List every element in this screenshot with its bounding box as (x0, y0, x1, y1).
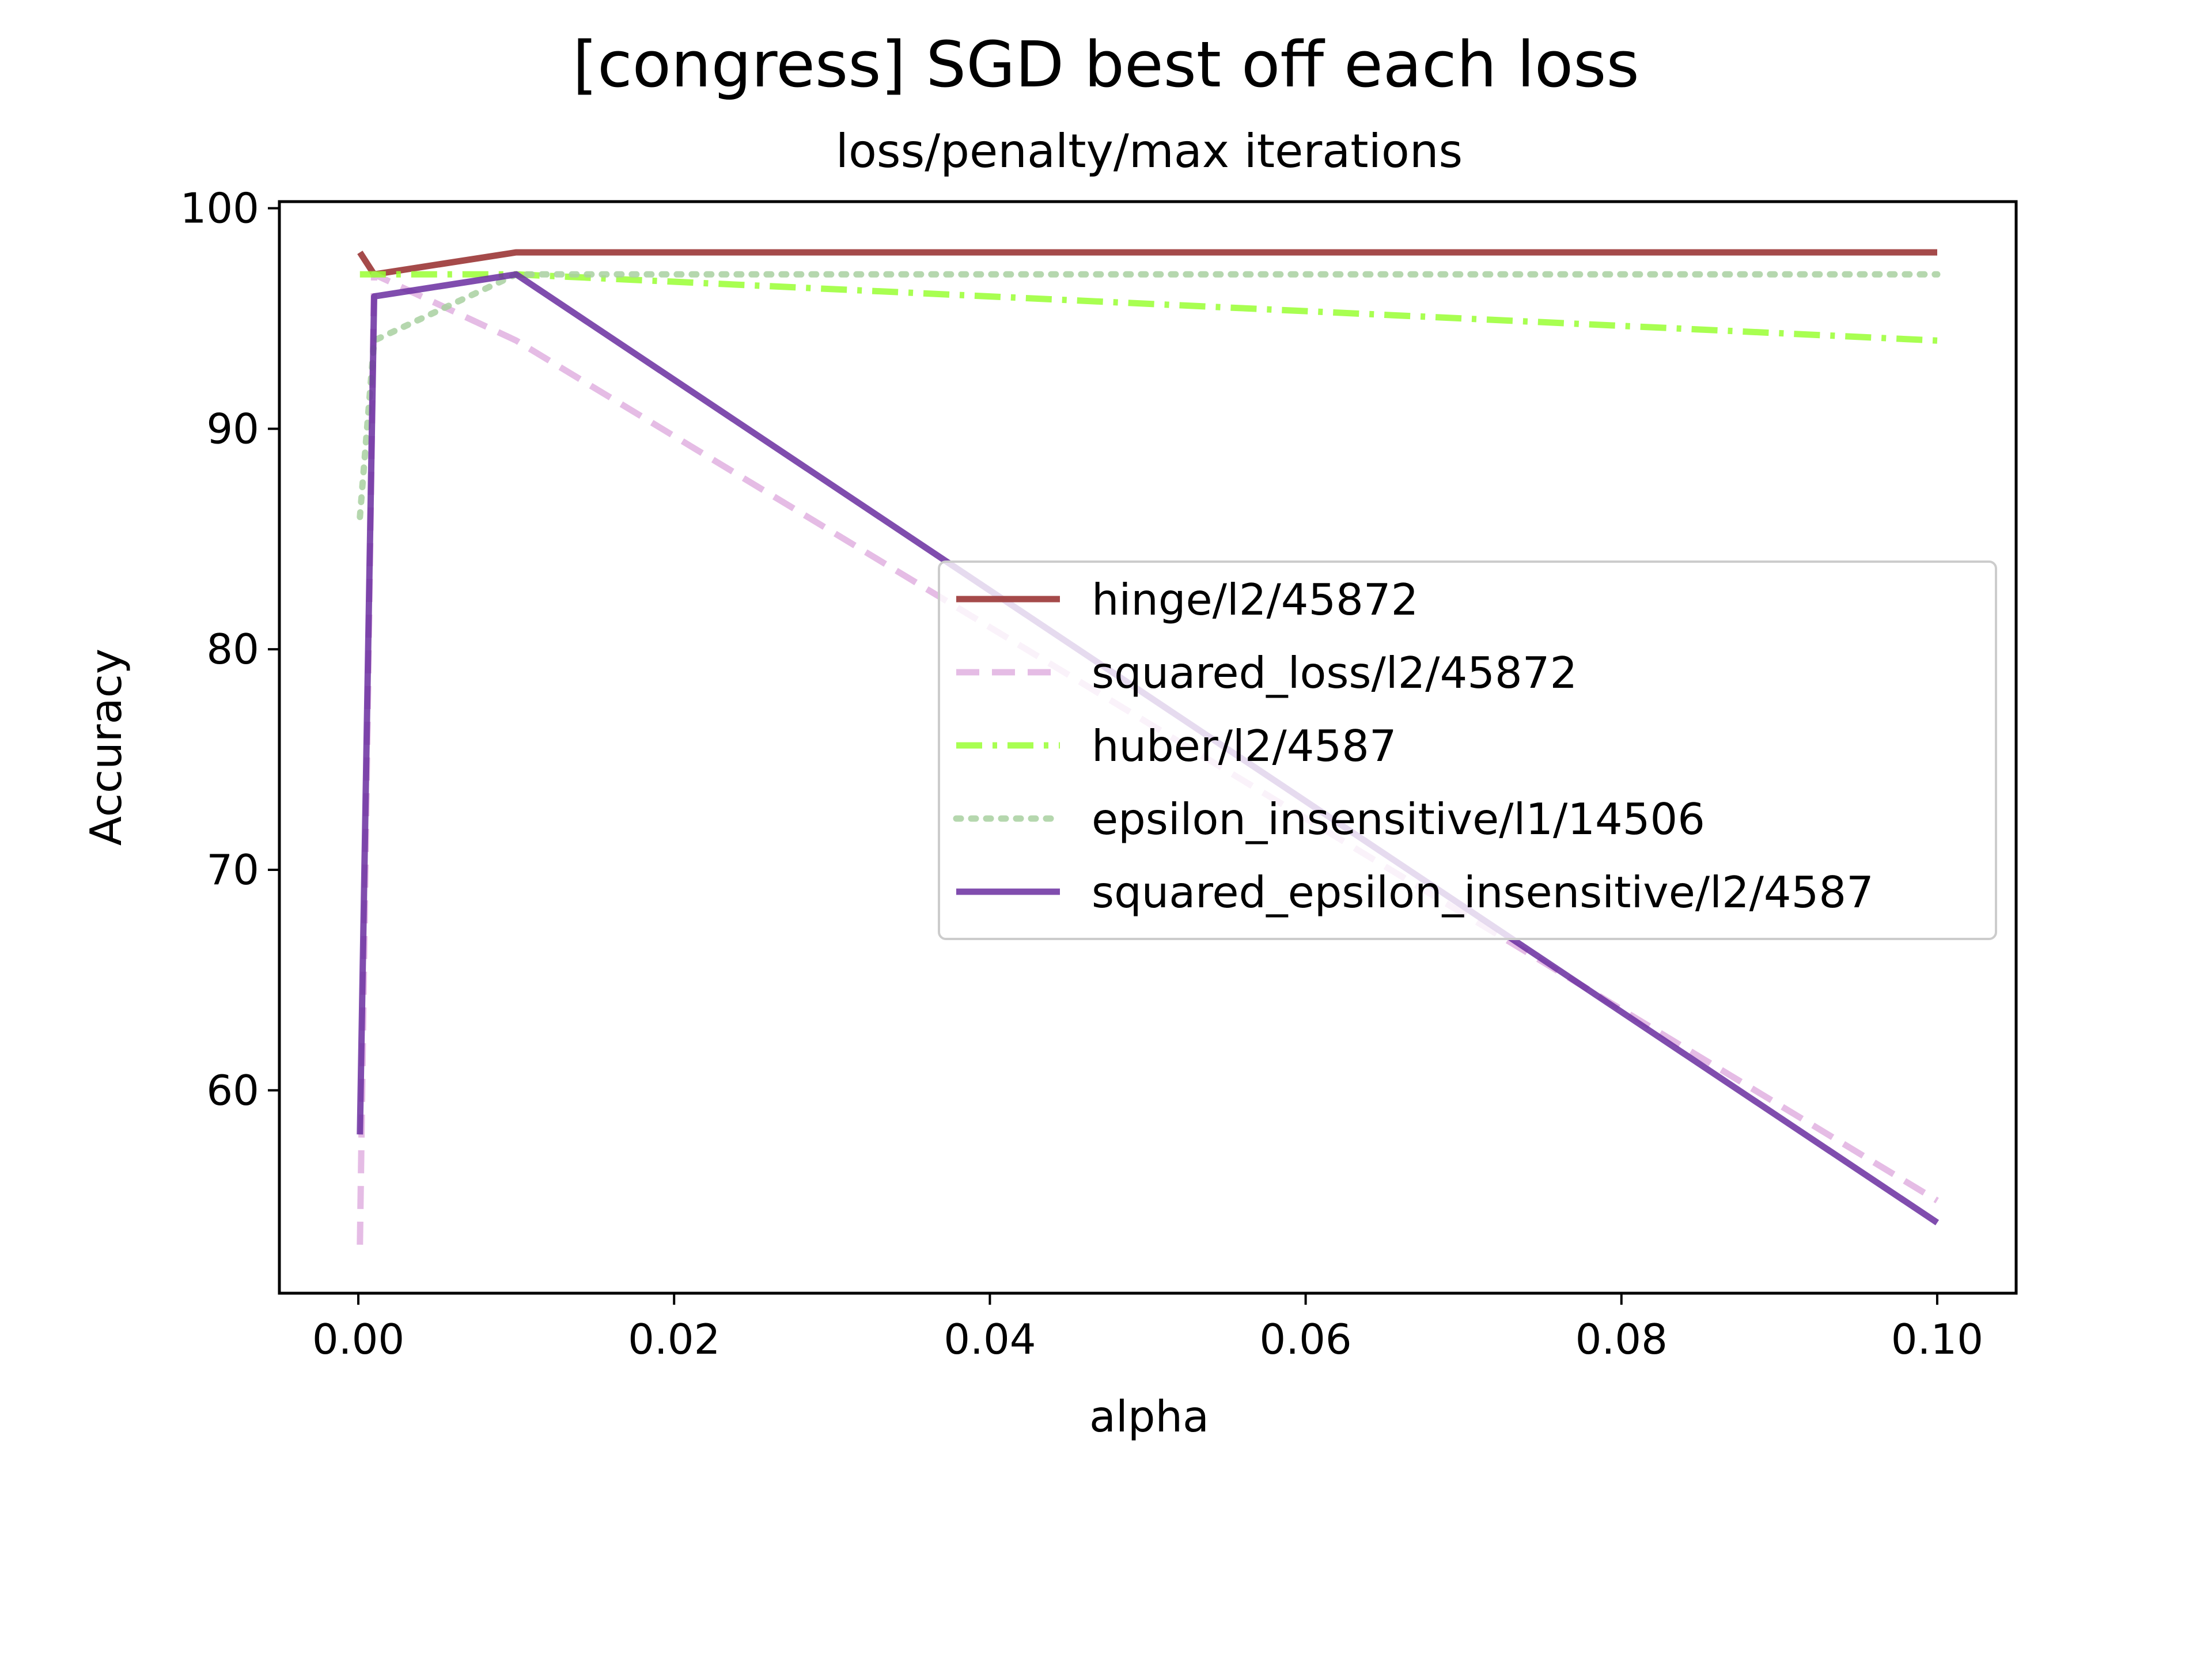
x-tick-label: 0.02 (628, 1315, 720, 1363)
series-line-0 (357, 249, 1937, 278)
series-line-3 (357, 271, 1941, 520)
y-axis-label: Accuracy (81, 649, 131, 846)
legend-label-4: squared_epsilon_insensitive/l2/4587 (1092, 867, 1874, 918)
x-tick-label: 0.08 (1575, 1315, 1668, 1363)
y-tick-label: 60 (206, 1066, 259, 1115)
y-tick-label: 100 (180, 184, 259, 232)
x-axis: 0.00 0.02 0.04 0.06 0.08 0.10 (312, 1293, 1983, 1363)
y-tick-label: 80 (206, 625, 259, 673)
chart-title: [congress] SGD best off each loss (573, 28, 1639, 101)
chart-subtitle: loss/penalty/max iterations (836, 124, 1463, 178)
plot-frame (278, 200, 2018, 1295)
x-axis-label: alpha (1089, 1391, 1209, 1442)
y-axis: 60 70 80 90 100 (180, 184, 279, 1115)
legend-label-0: hinge/l2/45872 (1092, 574, 1418, 625)
x-tick-label: 0.04 (944, 1315, 1036, 1363)
y-tick-label: 70 (206, 846, 259, 894)
series-line-2 (359, 271, 1938, 344)
x-tick-label: 0.10 (1891, 1315, 1983, 1363)
x-tick-label: 0.06 (1259, 1315, 1351, 1363)
legend-box (938, 560, 1997, 940)
legend-label-3: epsilon_insensitive/l1/14506 (1092, 794, 1705, 844)
legend-label-2: huber/l2/4587 (1092, 721, 1397, 771)
legend-label-1: squared_loss/l2/45872 (1092, 647, 1577, 698)
x-tick-label: 0.00 (312, 1315, 404, 1363)
y-tick-label: 90 (206, 404, 259, 453)
legend: hinge/l2/45872 squared_loss/l2/45872huber… (938, 560, 1997, 940)
